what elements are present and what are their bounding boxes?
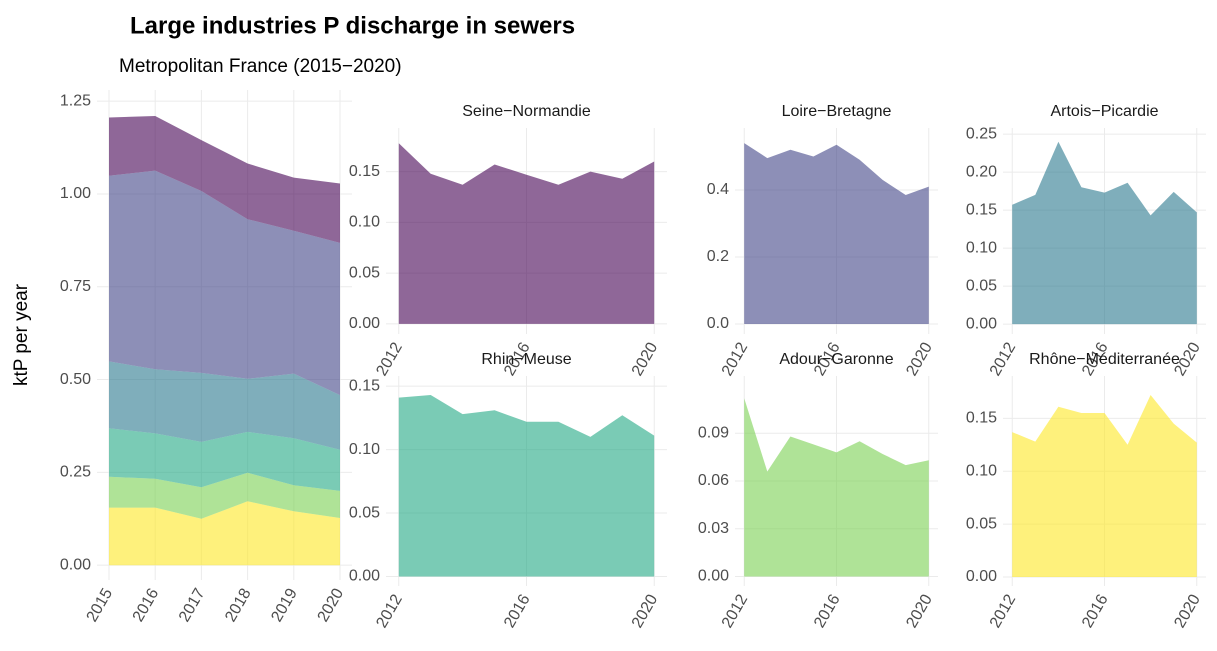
y-tick-label: 0.06: [698, 472, 729, 489]
x-tick-label: 2015: [84, 586, 117, 625]
area: [109, 361, 340, 450]
y-tick-label: 0.05: [966, 277, 997, 294]
area: [109, 472, 340, 519]
x-tick-label: 2018: [222, 586, 255, 625]
y-tick-label: 0.50: [60, 371, 91, 388]
x-tick-label: 2016: [501, 592, 534, 631]
y-tick-label: 0.0: [707, 315, 729, 332]
y-tick-label: 0.05: [349, 264, 380, 281]
x-tick-label: 2016: [811, 592, 844, 631]
y-tick-label: 0.4: [707, 181, 729, 198]
y-tick-label: 0.05: [966, 515, 997, 532]
area: [109, 170, 340, 396]
y-tick-label: 0.15: [349, 163, 380, 180]
x-tick-label: 2016: [1079, 592, 1112, 631]
x-tick-label: 2020: [629, 592, 662, 631]
panel-title: Rhin−Meuse: [481, 351, 571, 368]
x-tick-label: 2020: [903, 340, 936, 379]
area: [398, 143, 655, 324]
panel-title: Artois−Picardie: [1050, 103, 1158, 120]
y-tick-label: 0.25: [60, 464, 91, 481]
x-tick-label: 2012: [987, 340, 1020, 379]
y-tick-label: 0.10: [966, 462, 997, 479]
y-tick-label: 0.10: [349, 441, 380, 458]
y-tick-label: 0.15: [966, 201, 997, 218]
area: [398, 395, 655, 577]
area: [109, 116, 340, 243]
y-tick-label: 0.03: [698, 520, 729, 537]
area: [1012, 141, 1197, 325]
y-tick-label: 0.25: [966, 125, 997, 142]
y-tick-label: 0.00: [349, 315, 380, 332]
x-tick-label: 2020: [903, 592, 936, 631]
y-tick-label: 0.15: [966, 410, 997, 427]
y-tick-label: 0.15: [349, 377, 380, 394]
x-tick-label: 2020: [315, 586, 348, 625]
x-tick-label: 2012: [719, 592, 752, 631]
y-tick-label: 0.00: [966, 568, 997, 585]
chart-title: Large industries P discharge in sewers: [130, 12, 575, 39]
y-tick-label: 0.10: [349, 214, 380, 231]
y-tick-label: 0.2: [707, 248, 729, 265]
panel-title: Rhône−Méditerranée: [1029, 351, 1180, 368]
x-tick-label: 2019: [268, 586, 301, 625]
panel-title: Loire−Bretagne: [782, 103, 892, 120]
chart-subtitle: Metropolitan France (2015−2020): [119, 56, 402, 77]
y-tick-label: 0.05: [349, 504, 380, 521]
x-tick-label: 2012: [373, 592, 406, 631]
y-tick-label: 0.00: [698, 568, 729, 585]
area: [744, 143, 929, 324]
y-tick-label: 0.00: [60, 556, 91, 573]
area: [109, 428, 340, 491]
y-tick-label: 0.00: [349, 568, 380, 585]
x-tick-label: 2012: [987, 592, 1020, 631]
y-tick-label: 1.00: [60, 185, 91, 202]
y-tick-label: 0.20: [966, 163, 997, 180]
x-tick-label: 2020: [629, 340, 662, 379]
x-tick-label: 2012: [373, 340, 406, 379]
panel-title: Adour−Garonne: [779, 351, 893, 368]
x-tick-label: 2017: [176, 586, 209, 625]
y-tick-label: 1.25: [60, 92, 91, 109]
panel-title: Seine−Normandie: [462, 103, 591, 120]
area: [744, 398, 929, 577]
y-tick-label: 0.00: [966, 315, 997, 332]
y-axis-label: ktP per year: [11, 283, 32, 386]
x-tick-label: 2012: [719, 340, 752, 379]
area: [1012, 395, 1197, 577]
x-tick-label: 2020: [1171, 592, 1204, 631]
y-tick-label: 0.09: [698, 424, 729, 441]
area: [109, 501, 340, 566]
y-tick-label: 0.75: [60, 278, 91, 295]
x-tick-label: 2016: [130, 586, 163, 625]
y-tick-label: 0.10: [966, 239, 997, 256]
